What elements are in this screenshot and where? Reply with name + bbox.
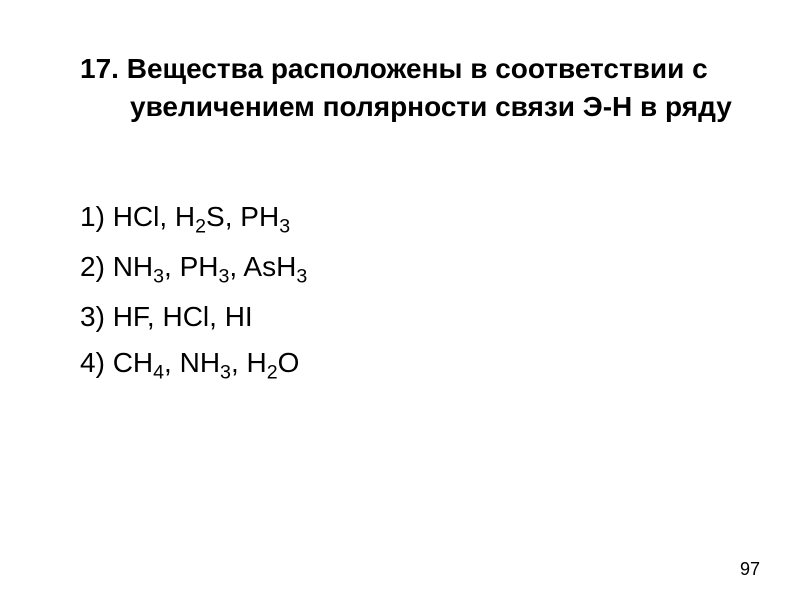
option-formula: CH4, NH3, H2O: [113, 347, 300, 378]
option-formula: HF, HCl, HI: [113, 301, 253, 332]
option-formula: NH3, PH3, AsH3: [113, 251, 308, 282]
options-list: 1) HCl, H2S, PH3 2) NH3, PH3, AsH3 3) HF…: [60, 196, 740, 388]
option-2: 2) NH3, PH3, AsH3: [80, 246, 740, 292]
option-formula: HCl, H2S, PH3: [113, 201, 290, 232]
page-number: 97: [740, 559, 760, 580]
option-1: 1) HCl, H2S, PH3: [80, 196, 740, 242]
question-header: 17. Вещества расположены в соответствии …: [60, 50, 740, 126]
option-4: 4) CH4, NH3, H2O: [80, 342, 740, 388]
option-3: 3) HF, HCl, HI: [80, 296, 740, 338]
option-number: 3): [80, 301, 105, 332]
question-number: 17.: [80, 53, 119, 84]
option-number: 2): [80, 251, 105, 282]
option-number: 1): [80, 201, 105, 232]
question-text: Вещества расположены в соответствии с ув…: [127, 53, 732, 122]
option-number: 4): [80, 347, 105, 378]
